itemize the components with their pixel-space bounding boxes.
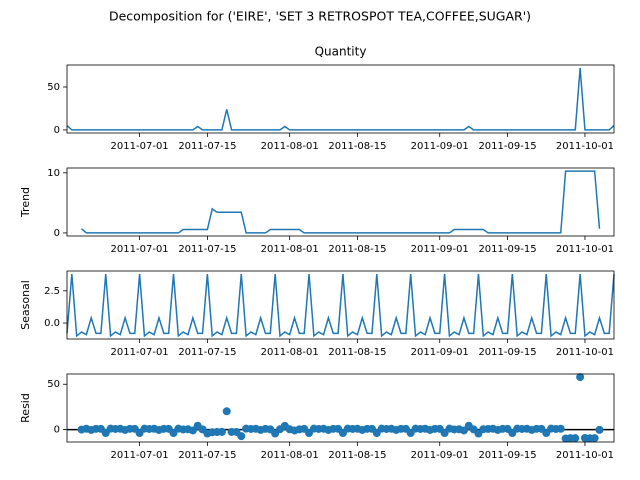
plot-frame bbox=[66, 373, 615, 443]
series-line bbox=[81, 170, 601, 234]
series-line bbox=[66, 274, 615, 338]
plot-frame bbox=[66, 64, 615, 134]
y-axis-label: Seasonal bbox=[19, 280, 32, 330]
x-tick-label: 2011-07-15 bbox=[178, 347, 236, 358]
y-axis-label: Trend bbox=[19, 187, 32, 218]
x-tick-label: 2011-09-15 bbox=[478, 141, 536, 152]
x-tick-label: 2011-09-01 bbox=[411, 347, 469, 358]
x-tick-label: 2011-09-01 bbox=[411, 244, 469, 255]
x-tick-label: 2011-08-01 bbox=[261, 141, 319, 152]
scatter-point bbox=[237, 432, 246, 441]
x-tick-label: 2011-09-01 bbox=[411, 141, 469, 152]
x-tick-label: 2011-10-01 bbox=[556, 141, 614, 152]
chart-title: Decomposition for ('EIRE', 'SET 3 RETROS… bbox=[109, 9, 531, 24]
x-tick-label: 2011-09-15 bbox=[478, 244, 536, 255]
x-tick-label: 2011-08-01 bbox=[261, 244, 319, 255]
x-tick-label: 2011-07-01 bbox=[111, 244, 169, 255]
x-tick-label: 2011-07-01 bbox=[111, 141, 169, 152]
y-tick-label: 50 bbox=[47, 82, 60, 93]
panel-title: Quantity bbox=[315, 45, 367, 59]
x-tick-label: 2011-10-01 bbox=[556, 347, 614, 358]
y-tick-label: 2.5 bbox=[44, 286, 60, 297]
x-tick-label: 2011-10-01 bbox=[556, 450, 614, 461]
scatter-point bbox=[571, 434, 580, 443]
x-tick-label: 2011-09-15 bbox=[478, 450, 536, 461]
scatter-point bbox=[595, 425, 604, 434]
x-tick-label: 2011-08-15 bbox=[328, 347, 386, 358]
scatter-point bbox=[556, 424, 565, 433]
scatter-point bbox=[576, 373, 585, 382]
x-tick-label: 2011-07-15 bbox=[178, 141, 236, 152]
x-tick-label: 2011-08-15 bbox=[328, 141, 386, 152]
scatter-point bbox=[222, 407, 231, 416]
x-tick-label: 2011-07-15 bbox=[178, 450, 236, 461]
x-tick-label: 2011-10-01 bbox=[556, 244, 614, 255]
x-tick-label: 2011-08-15 bbox=[328, 244, 386, 255]
y-tick-label: 10 bbox=[47, 168, 60, 179]
x-tick-label: 2011-09-15 bbox=[478, 347, 536, 358]
scatter-point bbox=[217, 427, 226, 436]
x-tick-label: 2011-07-15 bbox=[178, 244, 236, 255]
x-tick-label: 2011-07-01 bbox=[111, 450, 169, 461]
y-axis-label: Resid bbox=[19, 393, 32, 423]
series-line bbox=[66, 68, 615, 131]
x-tick-label: 2011-08-15 bbox=[328, 450, 386, 461]
x-tick-label: 2011-09-01 bbox=[411, 450, 469, 461]
y-tick-label: 0 bbox=[54, 425, 60, 436]
scatter-point bbox=[590, 434, 599, 443]
y-tick-label: 0 bbox=[54, 228, 60, 239]
x-tick-label: 2011-08-01 bbox=[261, 450, 319, 461]
x-tick-label: 2011-07-01 bbox=[111, 347, 169, 358]
y-tick-label: 50 bbox=[47, 379, 60, 390]
x-tick-label: 2011-08-01 bbox=[261, 347, 319, 358]
y-tick-label: 0.0 bbox=[44, 318, 60, 329]
plot-frame bbox=[66, 167, 615, 237]
y-tick-label: 0 bbox=[54, 125, 60, 136]
plot-frame bbox=[66, 270, 615, 340]
